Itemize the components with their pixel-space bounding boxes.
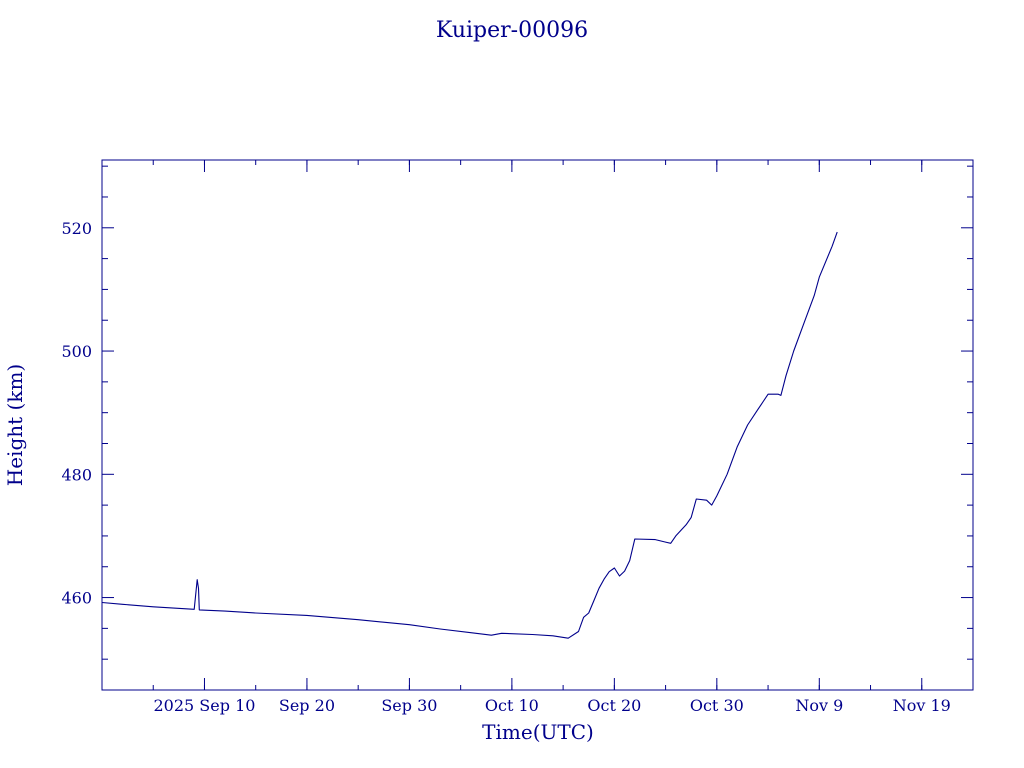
x-tick-label: Oct 10 [485, 696, 539, 715]
x-tick-label: Sep 30 [381, 696, 437, 715]
y-axis-label: Height (km) [3, 364, 27, 486]
x-tick-label: 2025 Sep 10 [154, 696, 256, 715]
x-tick-label: Sep 20 [279, 696, 335, 715]
y-tick-label: 460 [61, 589, 92, 608]
y-tick-labels: 460 480 500 520 [61, 219, 92, 608]
x-tick-label: Oct 30 [690, 696, 744, 715]
chart-title: Kuiper-00096 [436, 18, 588, 43]
y-tick-label: 480 [61, 465, 92, 484]
y-tick-label: 520 [61, 219, 92, 238]
plot-frame [101, 159, 974, 691]
axis-ticks [102, 160, 973, 690]
x-tick-label: Oct 20 [587, 696, 641, 715]
height-series-line [101, 231, 838, 639]
x-tick-labels: 2025 Sep 10 Sep 20 Sep 30 Oct 10 Oct 20 Oct 3… [154, 696, 951, 715]
y-tick-label: 500 [61, 342, 92, 361]
x-tick-label: Nov 9 [795, 696, 843, 715]
x-tick-label: Nov 19 [893, 696, 951, 715]
x-axis-label: Time(UTC) [482, 720, 594, 744]
